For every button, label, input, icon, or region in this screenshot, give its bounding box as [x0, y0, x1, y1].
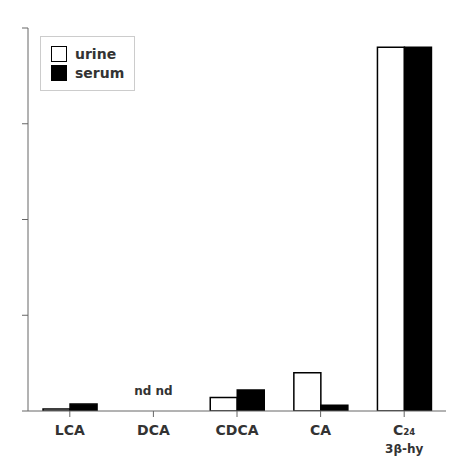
svg-text:DCA: DCA — [137, 422, 170, 438]
svg-text:3β-hy: 3β-hy — [385, 442, 423, 456]
html-text:serum: serum — [75, 65, 125, 81]
svg-text:CA: CA — [310, 422, 331, 438]
svg-text:CDCA: CDCA — [215, 422, 258, 438]
html-text:urine: urine — [75, 46, 117, 62]
svg-text:LCA: LCA — [55, 422, 85, 438]
svg-text:nd nd: nd nd — [134, 384, 172, 398]
svg-text:C₂₄: C₂₄ — [393, 422, 416, 438]
